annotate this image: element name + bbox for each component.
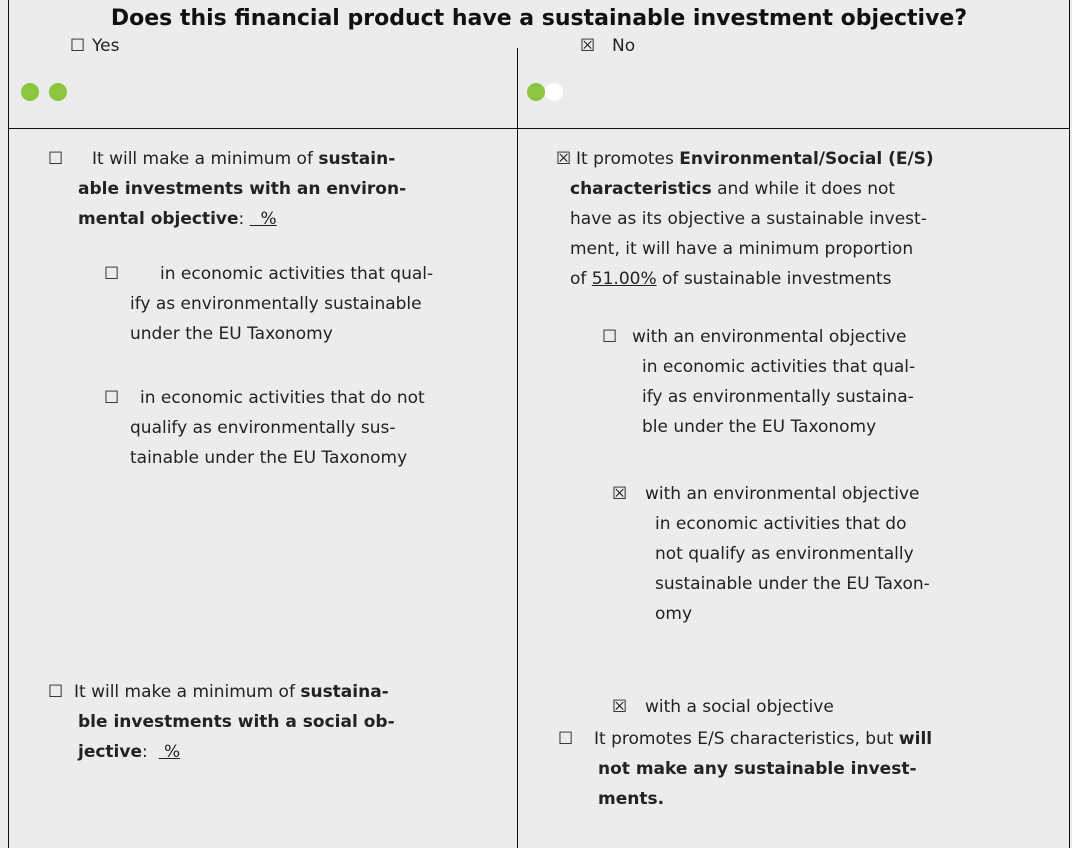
- text-segment: sustaina-: [300, 682, 389, 702]
- text-line: in economic activities that qual-: [160, 260, 433, 289]
- text-line: in economic activities that do: [655, 510, 906, 539]
- text-segment: ify as environmentally sustainable: [130, 294, 422, 314]
- checkbox: ☐: [104, 264, 120, 284]
- text-segment: characteristics: [570, 179, 712, 199]
- text-line: It promotes E/S characteristics, but wil…: [594, 725, 932, 754]
- text-line: characteristics and while it does not: [570, 175, 895, 204]
- text-segment: qualify as environmentally sus-: [130, 418, 396, 438]
- text-line: jective: %: [78, 738, 180, 767]
- text-line: not make any sustainable invest-: [598, 755, 917, 784]
- checkbox: ☒: [612, 697, 628, 717]
- text-segment: in economic activities that qual-: [160, 264, 434, 284]
- text-segment: ify as environmentally sustaina-: [642, 387, 914, 407]
- text-segment: It will make a minimum of: [74, 682, 301, 702]
- text-segment: in economic activities that qual-: [642, 357, 916, 377]
- text-line: qualify as environmentally sus-: [130, 414, 395, 443]
- text-line: ment, it will have a minimum proportion: [570, 235, 913, 264]
- text-segment: mental objective: [78, 209, 239, 229]
- text-segment: jective: [78, 742, 142, 762]
- checkbox: ☒: [580, 36, 596, 56]
- text-segment: under the EU Taxonomy: [130, 324, 333, 344]
- text-segment: with an environmental objective: [645, 484, 920, 504]
- checkbox: ☒: [612, 484, 628, 504]
- text-segment: sustain-: [318, 149, 396, 169]
- text-segment: of sustainable investments: [656, 269, 892, 289]
- text-segment: ble under the EU Taxonomy: [642, 417, 877, 437]
- text-line: with a social objective: [645, 693, 834, 722]
- checkbox: ☐: [70, 36, 86, 56]
- text-segment: :: [142, 742, 159, 762]
- indicator-dot: [49, 83, 67, 101]
- text-line: with an environmental objective: [632, 323, 907, 352]
- text-segment: tainable under the EU Taxonomy: [130, 448, 408, 468]
- text-segment: with a social objective: [645, 697, 834, 717]
- title: Does this financial product have a susta…: [110, 6, 968, 31]
- text-line: not qualify as environmentally: [655, 540, 914, 569]
- checkbox: ☒: [556, 149, 572, 169]
- text-segment: of: [570, 269, 592, 289]
- text-segment: have as its objective a sustainable inve…: [570, 209, 927, 229]
- option-label: No: [612, 36, 636, 56]
- text-line: ify as environmentally sustaina-: [642, 383, 914, 412]
- column-divider: [517, 48, 518, 848]
- text-segment: ble investments with a social ob-: [78, 712, 395, 732]
- text-segment: It will make a minimum of: [92, 149, 319, 169]
- checkbox: ☐: [48, 682, 64, 702]
- checkbox: ☐: [48, 149, 64, 169]
- text-line: ments.: [598, 785, 664, 814]
- text-line: sustainable under the EU Taxon-: [655, 570, 930, 599]
- text-segment: %: [249, 209, 277, 229]
- text-segment: able investments with an environ-: [78, 179, 407, 199]
- checkbox: ☐: [104, 388, 120, 408]
- text-segment: ments.: [598, 789, 665, 809]
- option-label: Yes: [92, 36, 120, 56]
- text-line: ify as environmentally sustainable: [130, 290, 422, 319]
- text-line: able investments with an environ-: [78, 175, 406, 204]
- text-line: in economic activities that do not: [140, 384, 425, 413]
- text-segment: and while it does not: [711, 179, 896, 199]
- header-divider: [8, 128, 1070, 129]
- text-segment: It promotes E/S characteristics, but: [594, 729, 899, 749]
- text-line: It promotes Environmental/Social (E/S): [576, 145, 934, 174]
- text-segment: Environmental/Social (E/S): [679, 149, 934, 169]
- text-line: omy: [655, 600, 692, 629]
- text-line: It will make a minimum of sustain-: [92, 145, 395, 174]
- text-segment: not qualify as environmentally: [655, 544, 914, 564]
- text-segment: in economic activities that do: [655, 514, 907, 534]
- text-segment: will: [898, 729, 933, 749]
- border: [8, 0, 9, 848]
- border: [1069, 0, 1070, 848]
- text-line: under the EU Taxonomy: [130, 320, 333, 349]
- text-line: have as its objective a sustainable inve…: [570, 205, 927, 234]
- text-line: of 51.00% of sustainable investments: [570, 265, 892, 294]
- indicator-dot: [527, 83, 545, 101]
- text-segment: %: [158, 742, 181, 762]
- text-segment: It promotes: [576, 149, 680, 169]
- text-segment: sustainable under the EU Taxon-: [655, 574, 930, 594]
- checkbox: ☐: [558, 729, 574, 749]
- text-segment: 51.00%: [591, 269, 657, 289]
- text-segment: in economic activities that do not: [140, 388, 425, 408]
- text-line: ble under the EU Taxonomy: [642, 413, 876, 442]
- text-line: ble investments with a social ob-: [78, 708, 395, 737]
- text-segment: not make any sustainable invest-: [598, 759, 917, 779]
- indicator-dot: [545, 83, 563, 101]
- text-segment: omy: [655, 604, 693, 624]
- text-line: It will make a minimum of sustaina-: [74, 678, 389, 707]
- text-segment: with an environmental objective: [632, 327, 907, 347]
- text-line: with an environmental objective: [645, 480, 920, 509]
- text-line: tainable under the EU Taxonomy: [130, 444, 407, 473]
- text-segment: ment, it will have a minimum proportion: [570, 239, 914, 259]
- text-line: mental objective: %: [78, 205, 277, 234]
- text-line: in economic activities that qual-: [642, 353, 915, 382]
- text-segment: :: [238, 209, 250, 229]
- indicator-dot: [21, 83, 39, 101]
- checkbox: ☐: [602, 327, 618, 347]
